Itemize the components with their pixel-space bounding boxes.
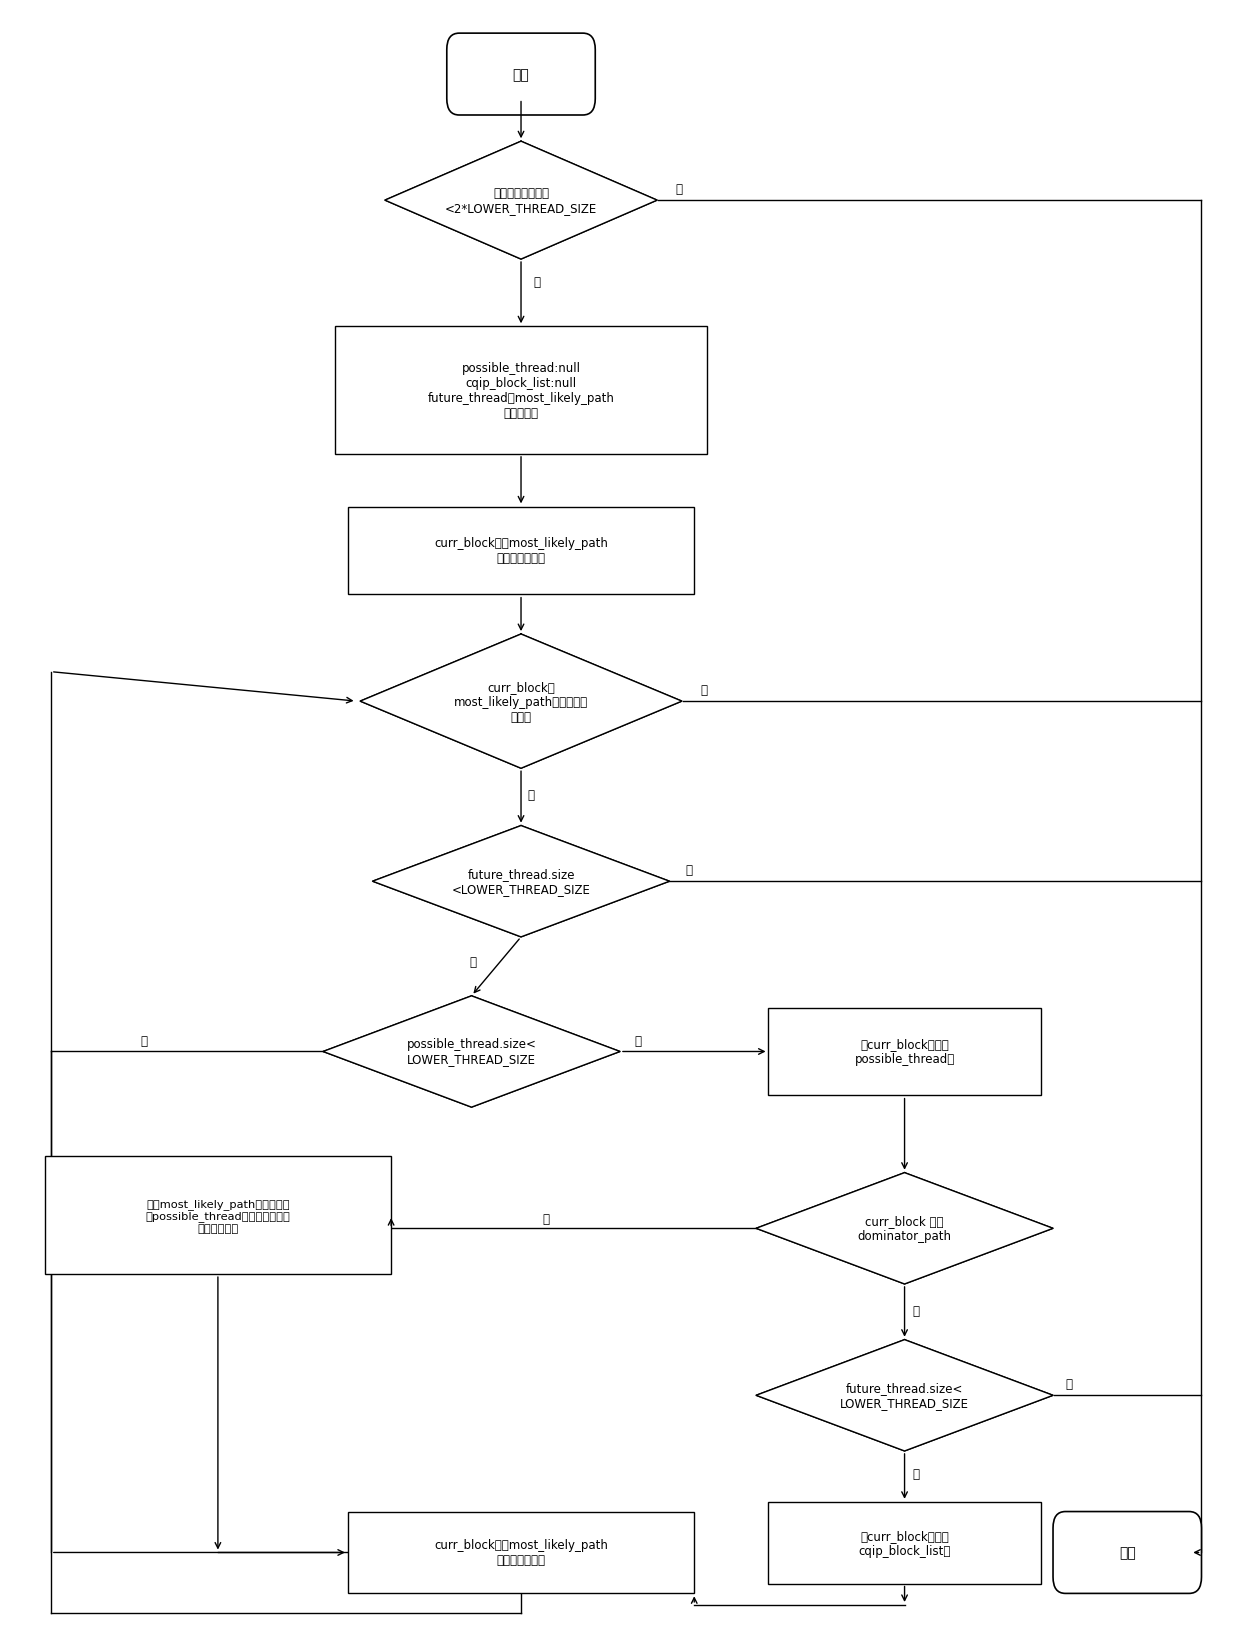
Bar: [336, 328, 707, 454]
Text: 是: 是: [686, 864, 693, 877]
Text: curr_block指向most_likely_path
的第一个超级块: curr_block指向most_likely_path 的第一个超级块: [434, 538, 608, 565]
Text: 否: 否: [911, 1467, 919, 1480]
Text: 是: 是: [635, 1034, 642, 1047]
Polygon shape: [756, 1174, 1053, 1285]
Bar: [347, 508, 694, 595]
Text: 否: 否: [469, 956, 476, 969]
Polygon shape: [372, 826, 670, 938]
Text: 是: 是: [1065, 1377, 1073, 1390]
FancyBboxPatch shape: [446, 34, 595, 116]
Text: 将curr_block追加到
possible_thread里: 将curr_block追加到 possible_thread里: [854, 1037, 955, 1065]
Polygon shape: [324, 997, 620, 1108]
Text: 遍历most_likely_path，将其加入
到possible_thread直到遇到过程的
支配节点为止: 遍历most_likely_path，将其加入 到possible_thread…: [145, 1198, 290, 1233]
Bar: [45, 1157, 391, 1275]
Text: future_thread.size<
LOWER_THREAD_SIZE: future_thread.size< LOWER_THREAD_SIZE: [839, 1382, 970, 1410]
Text: 该过程的粒度大小
<2*LOWER_THREAD_SIZE: 该过程的粒度大小 <2*LOWER_THREAD_SIZE: [445, 187, 598, 215]
Text: curr_block指向most_likely_path
的下一个超级块: curr_block指向most_likely_path 的下一个超级块: [434, 1539, 608, 1567]
Text: 否: 否: [533, 277, 541, 290]
Text: possible_thread:null
cqip_block_list:null
future_thread用most_likely_path
进行初始化: possible_thread:null cqip_block_list:nul…: [428, 362, 615, 420]
Bar: [769, 1501, 1040, 1583]
Text: 结束: 结束: [1118, 1546, 1136, 1560]
Bar: [347, 1511, 694, 1593]
Polygon shape: [756, 1339, 1053, 1451]
Text: 否: 否: [542, 1213, 549, 1226]
Polygon shape: [384, 143, 657, 261]
Bar: [769, 1008, 1040, 1095]
Text: curr_block 属于
dominator_path: curr_block 属于 dominator_path: [858, 1214, 951, 1242]
Text: future_thread.size
<LOWER_THREAD_SIZE: future_thread.size <LOWER_THREAD_SIZE: [451, 867, 590, 895]
Text: 开始: 开始: [512, 69, 529, 82]
Text: curr_block是
most_likely_path的最后一个
超级块: curr_block是 most_likely_path的最后一个 超级块: [454, 680, 588, 723]
Text: possible_thread.size<
LOWER_THREAD_SIZE: possible_thread.size< LOWER_THREAD_SIZE: [407, 1037, 537, 1065]
Text: 否: 否: [140, 1034, 148, 1047]
Text: 是: 是: [701, 683, 707, 697]
Polygon shape: [360, 634, 682, 769]
Text: 将curr_block追加到
cqip_block_list里: 将curr_block追加到 cqip_block_list里: [858, 1529, 951, 1557]
Text: 是: 是: [676, 184, 683, 197]
Text: 否: 否: [527, 788, 534, 801]
FancyBboxPatch shape: [1053, 1511, 1202, 1593]
Text: 是: 是: [911, 1305, 919, 1316]
